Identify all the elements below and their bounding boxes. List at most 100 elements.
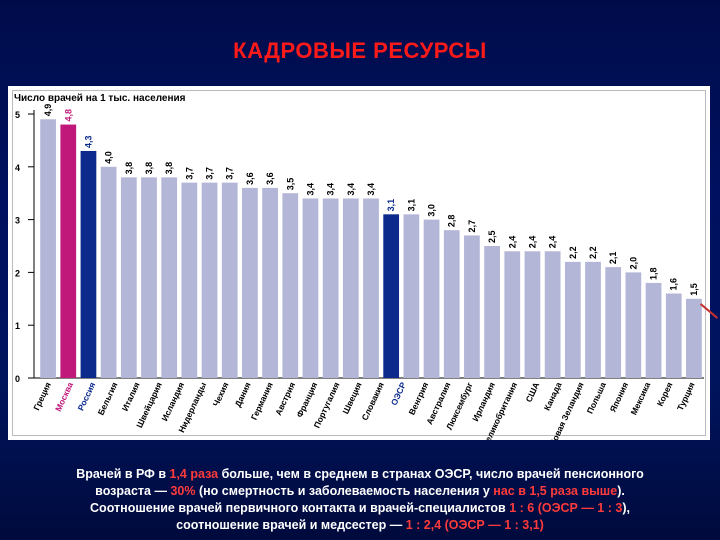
bar: [302, 198, 319, 378]
bar: [605, 267, 622, 378]
value-label: 2,2: [568, 246, 578, 259]
category-label: Корея: [655, 381, 675, 408]
category-label: Словакия: [360, 381, 386, 422]
value-label: 4,3: [83, 135, 93, 148]
value-label: 3,4: [305, 183, 315, 196]
bar: [443, 230, 460, 378]
value-label: 3,1: [406, 199, 416, 212]
bar: [40, 119, 56, 378]
value-label: 3,4: [326, 183, 336, 196]
bar: [484, 246, 500, 378]
category-label: Франция: [294, 381, 319, 419]
bar: [201, 182, 218, 378]
category-label: Швеция: [340, 381, 363, 416]
value-label: 3,8: [164, 162, 174, 175]
category-label: Греция: [31, 381, 53, 412]
value-label: 1,5: [689, 283, 699, 296]
bar: [524, 251, 541, 378]
category-label: Австрия: [273, 381, 297, 417]
caption-highlight: 1 : 6 (ОЭСР — 1 : 3: [509, 501, 623, 515]
bar: [464, 235, 480, 378]
value-label: 2,4: [527, 236, 537, 249]
bar: [585, 261, 601, 378]
bar: [221, 182, 238, 378]
bar: [625, 272, 642, 378]
caption-line-4: соотношение врачей и медсестер — 1 : 2,4…: [20, 517, 700, 534]
value-label: 3,0: [427, 204, 437, 217]
category-label: Канада: [542, 380, 564, 412]
value-label: 2,2: [588, 246, 598, 259]
value-label: 3,6: [265, 172, 275, 185]
bar: [161, 177, 178, 378]
bar-chart: Число врачей на 1 тыс. населения 0 1 2 3 4 5 4,…: [14, 93, 704, 440]
bar: [100, 166, 117, 378]
value-label: 3,8: [144, 162, 154, 175]
caption-text: ),: [622, 501, 630, 515]
value-label: 3,7: [225, 167, 235, 180]
bar: [342, 198, 359, 378]
value-label: 3,1: [386, 199, 396, 212]
value-label: 3,8: [124, 162, 134, 175]
value-label: 2,8: [447, 215, 457, 228]
category-label: Япония: [608, 381, 631, 414]
value-label: 3,7: [184, 167, 194, 180]
caption-line-2: возраста — 30% (но смертность и заболева…: [20, 483, 700, 500]
y-tick-label: 0: [15, 374, 20, 384]
category-label: Чехия: [211, 381, 231, 408]
category-label: ОЭСР: [389, 380, 409, 407]
y-tick-label: 2: [15, 268, 20, 278]
caption-highlight: нас в 1,5 раза выше: [493, 484, 618, 498]
caption-highlight: 1,4 раза: [169, 467, 219, 481]
caption-highlight: 1 : 2,4 (ОЭСР — 1 : 3,1): [405, 518, 544, 532]
slide-title: КАДРОВЫЕ РЕСУРСЫ: [233, 38, 487, 63]
category-label: Дания: [233, 381, 253, 409]
value-label: 1,6: [669, 278, 679, 291]
caption-highlight: 30%: [170, 484, 196, 498]
caption-text: возраста —: [95, 484, 171, 498]
value-label: 1,8: [649, 267, 659, 280]
value-label: 3,4: [346, 183, 356, 196]
bar: [80, 150, 97, 378]
bar: [322, 198, 339, 378]
category-label: Турция: [675, 381, 697, 413]
chart-frame: [12, 90, 706, 436]
bar: [181, 182, 198, 378]
value-label: 4,8: [63, 109, 73, 122]
bar: [645, 282, 662, 378]
y-tick-label: 1: [15, 321, 20, 331]
value-label: 2,7: [467, 220, 477, 233]
value-label: 2,0: [628, 257, 638, 270]
value-label: 3,4: [366, 183, 376, 196]
bar: [504, 251, 521, 378]
bar: [544, 251, 561, 378]
bar: [242, 187, 258, 378]
category-label: Польша: [585, 380, 608, 415]
category-label: США: [523, 381, 541, 404]
y-tick-label: 4: [15, 163, 20, 173]
bar: [665, 293, 682, 378]
caption-text: Соотношение врачей первичного контакта и…: [90, 501, 510, 515]
y-tick-label: 5: [15, 110, 20, 120]
bar: [383, 214, 400, 378]
value-label: 4,0: [104, 151, 114, 164]
chart-panel: Число врачей на 1 тыс. населения 0 1 2 3 4 5 4,…: [8, 86, 710, 440]
category-label: Германия: [249, 381, 275, 422]
bar: [686, 298, 702, 378]
category-label: Москва: [53, 380, 75, 413]
caption: Врачей в РФ в 1,4 раза больше, чем в сре…: [20, 466, 700, 534]
bar: [60, 124, 77, 378]
value-label: 2,4: [507, 236, 517, 249]
category-label: Италия: [120, 381, 142, 413]
y-tick-label: 3: [15, 216, 20, 226]
category-label: Бельгия: [96, 381, 120, 417]
value-label: 2,4: [548, 236, 558, 249]
bar: [403, 214, 420, 378]
category-label: Россия: [75, 381, 97, 413]
value-label: 3,6: [245, 172, 255, 185]
bar: [262, 187, 278, 378]
bar: [363, 198, 379, 378]
value-label: 3,7: [205, 167, 215, 180]
caption-text: Врачей в РФ в: [76, 467, 170, 481]
value-label: 3,5: [285, 178, 295, 191]
bar: [423, 219, 440, 378]
